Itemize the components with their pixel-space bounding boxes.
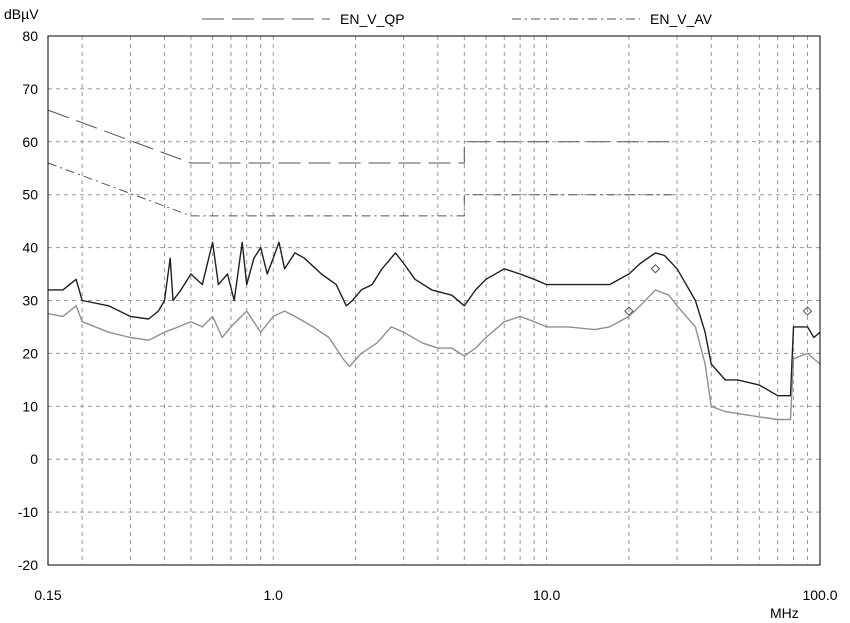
measurement-trace-2 [48, 241, 821, 397]
grid [48, 36, 820, 565]
x-tick-label: 1.0 [264, 587, 284, 603]
series-line-en-v-qp [47, 109, 678, 164]
plot-frame [47, 35, 821, 566]
x-tick-label: 0.15 [34, 587, 61, 603]
measurement-traces [47, 241, 821, 421]
y-tick-label: 30 [22, 293, 38, 309]
legend: EN_V_QP EN_V_AV [202, 11, 713, 27]
limit-lines [47, 109, 678, 217]
measurement-markers [624, 264, 813, 316]
y-tick-label: -10 [18, 504, 38, 520]
legend-label-qp: EN_V_QP [340, 11, 405, 27]
y-tick-label: 50 [22, 187, 38, 203]
y-tick-label: 80 [22, 28, 38, 44]
x-axis-ticks: 0.15 1.0 10.0 100.0 [34, 587, 837, 603]
series-line-en-v-av [47, 162, 678, 217]
x-tick-label: 10.0 [533, 587, 560, 603]
y-tick-label: 40 [22, 240, 38, 256]
x-tick-label: 100.0 [802, 587, 837, 603]
y-axis-unit: dBµV [4, 6, 39, 22]
y-tick-label: 20 [22, 345, 38, 361]
y-tick-label: 0 [30, 451, 38, 467]
marker-point [802, 306, 813, 316]
measurement-trace-3 [47, 289, 821, 421]
y-tick-label: 70 [22, 81, 38, 97]
y-axis-ticks: 80 70 60 50 40 30 20 10 0 -10 -20 [18, 28, 38, 573]
y-tick-label: -20 [18, 557, 38, 573]
legend-label-av: EN_V_AV [650, 11, 713, 27]
y-tick-label: 10 [22, 398, 38, 414]
y-tick-label: 60 [22, 134, 38, 150]
x-axis-unit: MHz [770, 605, 799, 621]
marker-point [624, 306, 634, 316]
marker-point [650, 264, 661, 274]
